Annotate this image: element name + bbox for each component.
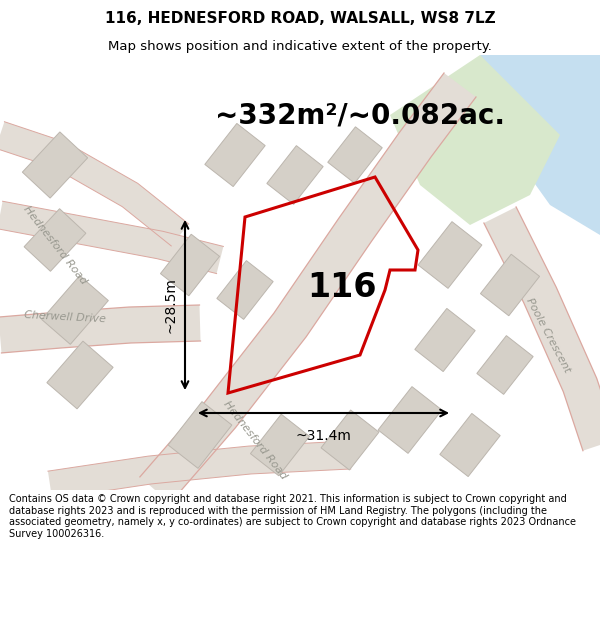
Text: ~28.5m: ~28.5m (163, 277, 177, 333)
Polygon shape (0, 305, 200, 353)
Polygon shape (440, 413, 500, 477)
Text: Hednesford Road: Hednesford Road (221, 399, 289, 481)
Polygon shape (328, 127, 382, 183)
Text: 116, HEDNESFORD ROAD, WALSALL, WS8 7LZ: 116, HEDNESFORD ROAD, WALSALL, WS8 7LZ (104, 11, 496, 26)
Polygon shape (250, 414, 310, 476)
Text: Hednesford Road: Hednesford Road (22, 204, 89, 286)
Polygon shape (415, 308, 475, 372)
Text: Poole Crescent: Poole Crescent (524, 296, 572, 374)
Polygon shape (321, 410, 379, 470)
Text: Contains OS data © Crown copyright and database right 2021. This information is : Contains OS data © Crown copyright and d… (9, 494, 576, 539)
Polygon shape (205, 123, 265, 187)
Polygon shape (140, 73, 476, 503)
Text: Cherwell Drive: Cherwell Drive (24, 310, 106, 324)
Polygon shape (480, 55, 600, 235)
Polygon shape (378, 387, 442, 453)
Polygon shape (47, 341, 113, 409)
Polygon shape (0, 201, 223, 274)
Polygon shape (160, 234, 220, 296)
Polygon shape (477, 336, 533, 394)
Polygon shape (41, 276, 109, 344)
Text: ~31.4m: ~31.4m (296, 429, 352, 443)
Polygon shape (418, 222, 482, 288)
Polygon shape (0, 122, 189, 246)
Polygon shape (484, 207, 600, 451)
Polygon shape (217, 261, 273, 319)
Polygon shape (24, 209, 86, 271)
Text: 116: 116 (307, 271, 377, 304)
Polygon shape (390, 55, 560, 225)
Text: Map shows position and indicative extent of the property.: Map shows position and indicative extent… (108, 39, 492, 52)
Polygon shape (48, 441, 350, 499)
Text: ~332m²/~0.082ac.: ~332m²/~0.082ac. (215, 101, 505, 129)
Polygon shape (481, 254, 539, 316)
Polygon shape (22, 132, 88, 198)
Polygon shape (168, 402, 232, 468)
Polygon shape (267, 146, 323, 204)
